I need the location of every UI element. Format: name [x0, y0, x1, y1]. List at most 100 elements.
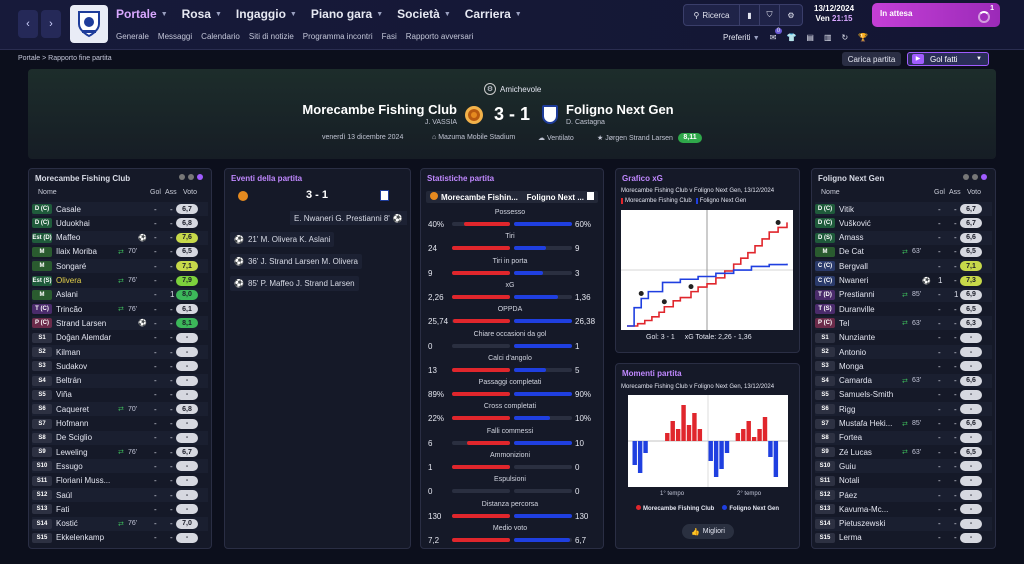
- player-row[interactable]: M Ilaix Moriba ⇄ 70' - -6,5: [32, 245, 208, 259]
- player-row[interactable]: M Songaré - -7,1: [32, 259, 208, 274]
- event-item[interactable]: ⚽ 85' P. Maffeo J. Strand Larsen: [230, 276, 359, 291]
- player-row[interactable]: S2 Antonio - - -: [815, 345, 992, 359]
- club-crest-icon[interactable]: [70, 5, 108, 43]
- player-name[interactable]: Nunziante: [839, 333, 876, 343]
- player-name[interactable]: Fortea: [839, 433, 863, 443]
- gear-icon[interactable]: ⚙: [787, 10, 795, 20]
- player-name[interactable]: Kilman: [56, 347, 81, 357]
- player-name[interactable]: Uduokhai: [56, 218, 90, 228]
- player-row[interactable]: S15 Ekkelenkamp - - -: [32, 531, 208, 545]
- player-row[interactable]: S9 Leweling ⇄ 76' - -6,7: [32, 445, 208, 459]
- player-name[interactable]: Camarda: [839, 376, 872, 386]
- away-crest-icon[interactable]: [542, 105, 558, 124]
- home-team-name[interactable]: Morecambe Fishing Club: [302, 102, 457, 117]
- continue-button[interactable]: In attesa 1: [872, 3, 1000, 27]
- player-row[interactable]: C (C) Nwaneri ⚽ 1 -7,3: [815, 274, 992, 288]
- chart-icon[interactable]: ▥: [823, 33, 832, 42]
- player-name[interactable]: Doğan Alemdar: [56, 333, 112, 343]
- player-name[interactable]: Zé Lucas: [839, 447, 872, 457]
- player-name[interactable]: Kostić: [56, 519, 78, 529]
- player-name[interactable]: Samuels-Smith: [839, 390, 894, 400]
- player-row[interactable]: S8 Fortea - - -: [815, 430, 992, 445]
- back-button[interactable]: ‹: [18, 10, 38, 38]
- refresh-icon[interactable]: ↻: [841, 33, 849, 42]
- player-name[interactable]: Essugo: [56, 461, 83, 471]
- player-row[interactable]: S12 Páez - - -: [815, 488, 992, 502]
- subnav-item[interactable]: Siti di notizie: [248, 32, 294, 41]
- player-row[interactable]: P (C) Strand Larsen ⚽ - -8,1: [32, 316, 208, 331]
- preferiti-menu[interactable]: Preferiti ▼: [723, 33, 760, 42]
- player-row[interactable]: S3 Sudakov - - -: [32, 359, 208, 373]
- player-row[interactable]: S6 Rigg - - -: [815, 402, 992, 417]
- player-row[interactable]: S9 Zé Lucas ⇄ 63' - -6,5: [815, 445, 992, 459]
- clipboard-icon[interactable]: ▤: [806, 33, 814, 42]
- player-name[interactable]: Trincão: [56, 304, 83, 314]
- subnav-item[interactable]: Generale: [116, 32, 149, 41]
- player-row[interactable]: D (C) Vušković - -6,7: [815, 216, 992, 230]
- load-match-button[interactable]: Carica partita: [842, 52, 901, 66]
- player-name[interactable]: Leweling: [56, 447, 88, 457]
- player-row[interactable]: S1 Doğan Alemdar - - -: [32, 331, 208, 345]
- player-row[interactable]: T (D) Prestianni ⇄ 85' - 1 6,9: [815, 287, 992, 302]
- player-row[interactable]: S3 Monga - - -: [815, 359, 992, 373]
- player-row[interactable]: S11 Notali - - -: [815, 474, 992, 488]
- player-row[interactable]: S4 Beltrán - - -: [32, 373, 208, 388]
- player-row[interactable]: S10 Essugo - - -: [32, 459, 208, 474]
- player-row[interactable]: M De Cat ⇄ 63' - -6,5: [815, 245, 992, 259]
- player-row[interactable]: D (C) Vitik - -6,7: [815, 202, 992, 216]
- player-name[interactable]: Antonio: [839, 347, 867, 357]
- player-name[interactable]: Mustafa Heki...: [839, 419, 893, 428]
- player-row[interactable]: S11 Floriani Muss... - - -: [32, 474, 208, 488]
- player-row[interactable]: D (S) Amass - -6,6: [815, 230, 992, 245]
- panel-options-icon[interactable]: [963, 174, 987, 180]
- player-row[interactable]: S12 Saúl - - -: [32, 488, 208, 502]
- player-name[interactable]: Tel: [839, 318, 850, 328]
- trophy-icon[interactable]: 🏆: [858, 33, 869, 42]
- player-row[interactable]: S14 Pietuszewski - - -: [815, 516, 992, 531]
- player-name[interactable]: Vušković: [839, 218, 871, 228]
- player-name[interactable]: Hofmann: [56, 419, 89, 428]
- player-name[interactable]: Floriani Muss...: [56, 476, 111, 486]
- player-name[interactable]: Songaré: [56, 261, 87, 271]
- player-name[interactable]: Ekkelenkamp: [56, 533, 105, 543]
- player-name[interactable]: Olivera: [56, 276, 82, 285]
- bookmark-icon[interactable]: ▮: [740, 5, 760, 25]
- best-players-button[interactable]: 👍 Migliori: [682, 524, 734, 539]
- player-row[interactable]: S13 Kavuma-Mc... - - -: [815, 502, 992, 516]
- player-name[interactable]: Notali: [839, 476, 860, 486]
- nav-item-4[interactable]: Società ▼: [397, 7, 451, 21]
- player-name[interactable]: Viña: [56, 390, 72, 400]
- player-name[interactable]: Nwaneri: [839, 276, 869, 285]
- player-name[interactable]: Beltrán: [56, 376, 82, 386]
- player-row[interactable]: S5 Samuels-Smith - - -: [815, 388, 992, 402]
- player-row[interactable]: S14 Kostić ⇄ 76' - -7,0: [32, 516, 208, 531]
- player-row[interactable]: S1 Nunziante - - -: [815, 331, 992, 345]
- player-row[interactable]: D (C) Casale - -6,7: [32, 202, 208, 216]
- player-name[interactable]: Lerma: [839, 533, 862, 543]
- subnav-item[interactable]: Messaggi: [157, 32, 193, 41]
- panel-options-icon[interactable]: [179, 174, 203, 180]
- player-name[interactable]: Guiu: [839, 461, 856, 471]
- nav-item-2[interactable]: Ingaggio ▼: [236, 7, 297, 21]
- player-row[interactable]: S7 Hofmann - - -: [32, 417, 208, 431]
- nav-item-5[interactable]: Carriera ▼: [465, 7, 522, 21]
- subnav-item[interactable]: Calendario: [201, 32, 240, 41]
- breadcrumb-home[interactable]: Portale: [18, 55, 41, 62]
- player-name[interactable]: De Cat: [839, 247, 864, 257]
- player-row[interactable]: S5 Viña - - -: [32, 388, 208, 402]
- nav-item-3[interactable]: Piano gara ▼: [311, 7, 383, 21]
- player-row[interactable]: C (C) Bergvall - -7,1: [815, 259, 992, 274]
- player-row[interactable]: S2 Kilman - - -: [32, 345, 208, 359]
- player-name[interactable]: Fati: [56, 504, 70, 514]
- home-crest-icon[interactable]: [465, 106, 483, 124]
- player-row[interactable]: S10 Guiu - - -: [815, 459, 992, 474]
- player-name[interactable]: Kavuma-Mc...: [839, 504, 889, 514]
- player-name[interactable]: Strand Larsen: [56, 318, 107, 328]
- player-name[interactable]: De Sciglio: [56, 433, 93, 443]
- nav-item-1[interactable]: Rosa ▼: [182, 7, 222, 21]
- player-row[interactable]: S15 Lerma - - -: [815, 531, 992, 545]
- player-row[interactable]: T (S) Duranville - -6,5: [815, 302, 992, 316]
- player-name[interactable]: Amass: [839, 233, 864, 243]
- player-name[interactable]: Bergvall: [839, 261, 868, 271]
- player-name[interactable]: Rigg: [839, 404, 856, 414]
